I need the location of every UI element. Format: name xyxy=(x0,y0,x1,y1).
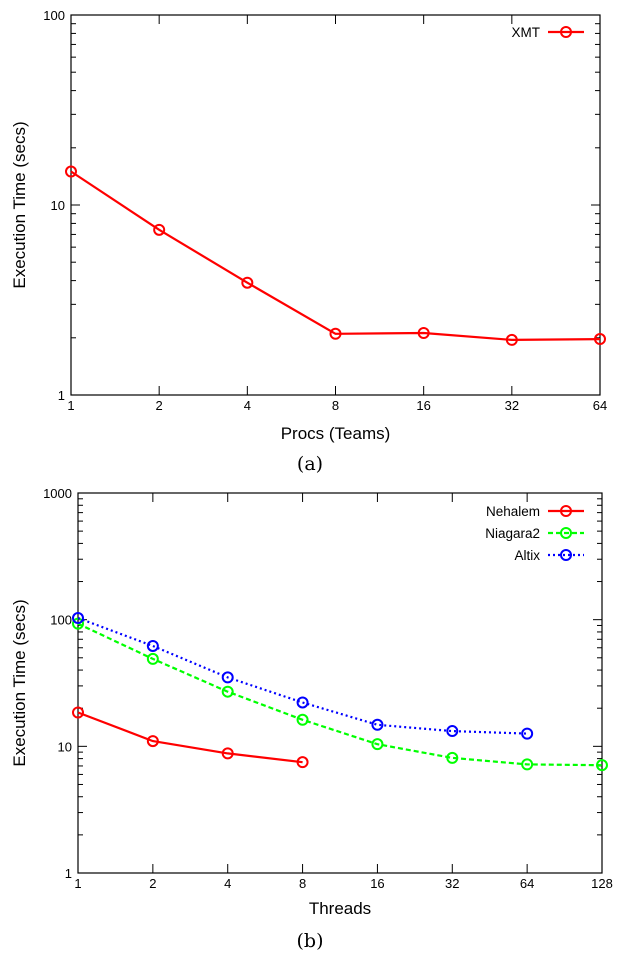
series-line-xmt xyxy=(70,170,601,341)
y-tick-label: 100 xyxy=(50,613,72,628)
y-tick-label: 1 xyxy=(65,866,72,881)
data-point-altix xyxy=(296,696,309,709)
data-point-xmt xyxy=(153,223,166,236)
data-point-niagara2 xyxy=(521,758,534,771)
y-tick-label: 100 xyxy=(43,8,65,23)
legend-marker-niagara2 xyxy=(560,527,572,539)
data-point-altix xyxy=(371,718,384,731)
y-tick-label: 1000 xyxy=(43,486,72,501)
x-tick-label: 32 xyxy=(445,876,459,891)
x-tick-label: 4 xyxy=(244,398,251,413)
data-point-nehalem xyxy=(221,747,234,760)
data-point-altix xyxy=(146,639,159,652)
series-line-niagara2 xyxy=(77,622,603,767)
x-tick-label: 64 xyxy=(593,398,607,413)
data-point-altix xyxy=(72,612,84,625)
data-point-niagara2 xyxy=(371,738,384,751)
x-tick-label: 16 xyxy=(370,876,384,891)
data-point-xmt xyxy=(417,326,430,339)
chart-panel-a: 1 10 100 1 2 4 8 16 32 64 Procs (Teams) Execution T… xyxy=(10,8,607,475)
plot-frame xyxy=(77,492,603,874)
x-tick-label: 32 xyxy=(505,398,519,413)
x-tick-label: 1 xyxy=(74,876,81,891)
y-tick-label: 10 xyxy=(58,739,72,754)
x-tick-label: 8 xyxy=(332,398,339,413)
data-point-altix xyxy=(221,671,234,684)
data-point-nehalem xyxy=(72,706,84,719)
legend-marker-altix xyxy=(560,549,572,561)
x-tick-label: 16 xyxy=(416,398,430,413)
data-point-altix xyxy=(521,727,534,740)
x-axis-label: Procs (Teams) xyxy=(281,424,391,443)
figure-caption: (a) xyxy=(297,453,323,475)
data-point-niagara2 xyxy=(296,713,309,726)
legend-label-xmt: XMT xyxy=(512,25,541,40)
x-tick-label: 2 xyxy=(156,398,163,413)
data-point-xmt xyxy=(329,327,342,340)
y-tick-label: 1 xyxy=(58,388,65,403)
x-tick-label: 64 xyxy=(520,876,534,891)
data-point-altix xyxy=(446,725,459,738)
y-axis-label: Execution Time (secs) xyxy=(10,121,29,288)
x-tick-label: 8 xyxy=(299,876,306,891)
data-point-niagara2 xyxy=(146,652,159,665)
legend-label-nehalem: Nehalem xyxy=(486,504,540,519)
series-line-nehalem xyxy=(77,711,303,764)
data-point-xmt xyxy=(65,165,77,178)
legend-marker-nehalem xyxy=(560,505,572,517)
data-point-xmt xyxy=(594,333,606,346)
x-axis-label: Threads xyxy=(309,899,371,918)
x-tick-label: 1 xyxy=(67,398,74,413)
data-point-xmt xyxy=(505,333,518,346)
series-line-altix xyxy=(77,616,528,735)
data-point-niagara2 xyxy=(596,759,608,772)
data-point-nehalem xyxy=(296,756,309,769)
legend-label-niagara2: Niagara2 xyxy=(485,526,540,541)
legend-marker-xmt xyxy=(560,26,572,38)
data-point-nehalem xyxy=(146,735,159,748)
y-tick-label: 10 xyxy=(51,198,65,213)
x-tick-label: 128 xyxy=(591,876,613,891)
y-axis-label: Execution Time (secs) xyxy=(10,599,29,766)
data-point-niagara2 xyxy=(221,685,234,698)
x-tick-label: 2 xyxy=(149,876,156,891)
data-point-xmt xyxy=(241,276,254,289)
x-tick-label: 4 xyxy=(224,876,231,891)
chart-panel-b: 1 10 100 1000 1 2 4 8 16 32 64 128 Threads Execution … xyxy=(10,486,613,952)
legend-label-altix: Altix xyxy=(514,548,540,563)
figure-caption: (b) xyxy=(297,930,324,952)
data-point-niagara2 xyxy=(446,751,459,764)
